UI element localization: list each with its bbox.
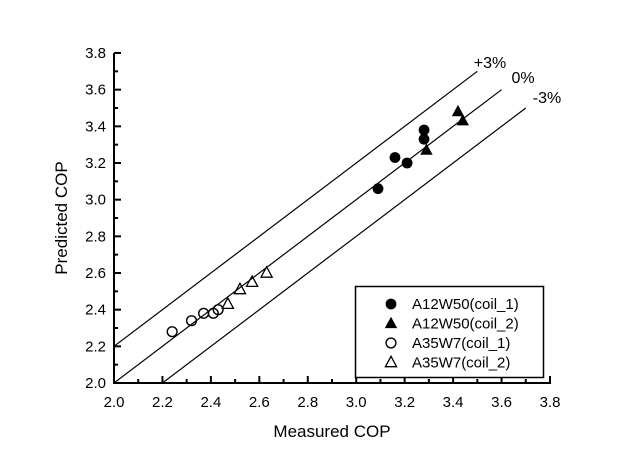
ref-line--3pct [162, 107, 527, 384]
legend-label: A35W7(coil_2) [412, 355, 510, 372]
y-tick-label: 2.0 [85, 375, 106, 392]
y-tick-label: 2.6 [85, 265, 106, 282]
x-tick-label: 2.0 [104, 394, 125, 411]
y-tick-label: 3.0 [85, 192, 106, 209]
x-tick-label: 2.6 [249, 394, 270, 411]
data-point-A35W7coil-2 [259, 265, 274, 278]
ref-label-minus3pct: -3% [533, 90, 561, 107]
y-tick-label: 3.4 [85, 118, 106, 135]
x-tick-label: 3.0 [346, 394, 367, 411]
data-point-A35W7coil-2 [233, 281, 247, 295]
x-tick-label: 3.6 [491, 394, 512, 411]
ref-line-+3pct [113, 70, 478, 347]
data-point-A12W50coil-1 [389, 152, 401, 163]
x-tick-label: 3.8 [540, 394, 561, 411]
data-point-A35W7coil-1 [212, 304, 224, 316]
x-tick-label: 2.2 [152, 394, 173, 411]
x-tick-label: 2.8 [297, 394, 318, 411]
y-tick-label: 3.6 [85, 82, 106, 99]
y-tick-label: 3.2 [85, 155, 106, 172]
data-point-A12W50coil-2 [456, 114, 469, 126]
data-point-A12W50coil-2 [451, 104, 465, 117]
y-tick-label: 2.4 [85, 302, 106, 319]
legend-marker-triangle-open [384, 354, 398, 368]
legend-marker-triangle-filled [384, 316, 398, 329]
data-point-A12W50coil-2 [420, 143, 433, 155]
ref-line-0pct [113, 89, 502, 384]
x-axis-title: Measured COP [273, 422, 390, 441]
data-point-A35W7coil-1 [166, 326, 178, 338]
data-point-A12W50coil-1 [401, 157, 413, 169]
legend-label: A35W7(coil_1) [412, 335, 510, 352]
data-point-A12W50coil-1 [418, 124, 430, 136]
data-point-A35W7coil-2 [245, 274, 259, 288]
legend-label: A12W50(coil_2) [412, 316, 519, 333]
x-tick-label: 3.4 [443, 394, 464, 411]
legend-label: A12W50(coil_1) [412, 296, 519, 313]
y-tick-label: 2.8 [85, 228, 106, 245]
x-tick-label: 3.2 [394, 394, 415, 411]
data-point-A12W50coil-1 [418, 133, 430, 145]
x-tick-label: 2.4 [200, 394, 221, 411]
data-point-A35W7coil-1 [185, 315, 198, 327]
legend-marker-circle-open [385, 337, 397, 349]
y-tick-label: 2.2 [85, 338, 106, 355]
y-tick-label: 3.8 [85, 45, 106, 62]
legend-marker-circle-filled [385, 298, 397, 310]
y-axis-title: Predicted COP [52, 161, 71, 274]
data-point-A35W7coil-2 [221, 296, 235, 310]
data-point-A12W50coil-1 [372, 183, 384, 195]
ref-label-plus3pct: +3% [474, 55, 506, 72]
ref-label-0pct: 0% [511, 70, 534, 87]
